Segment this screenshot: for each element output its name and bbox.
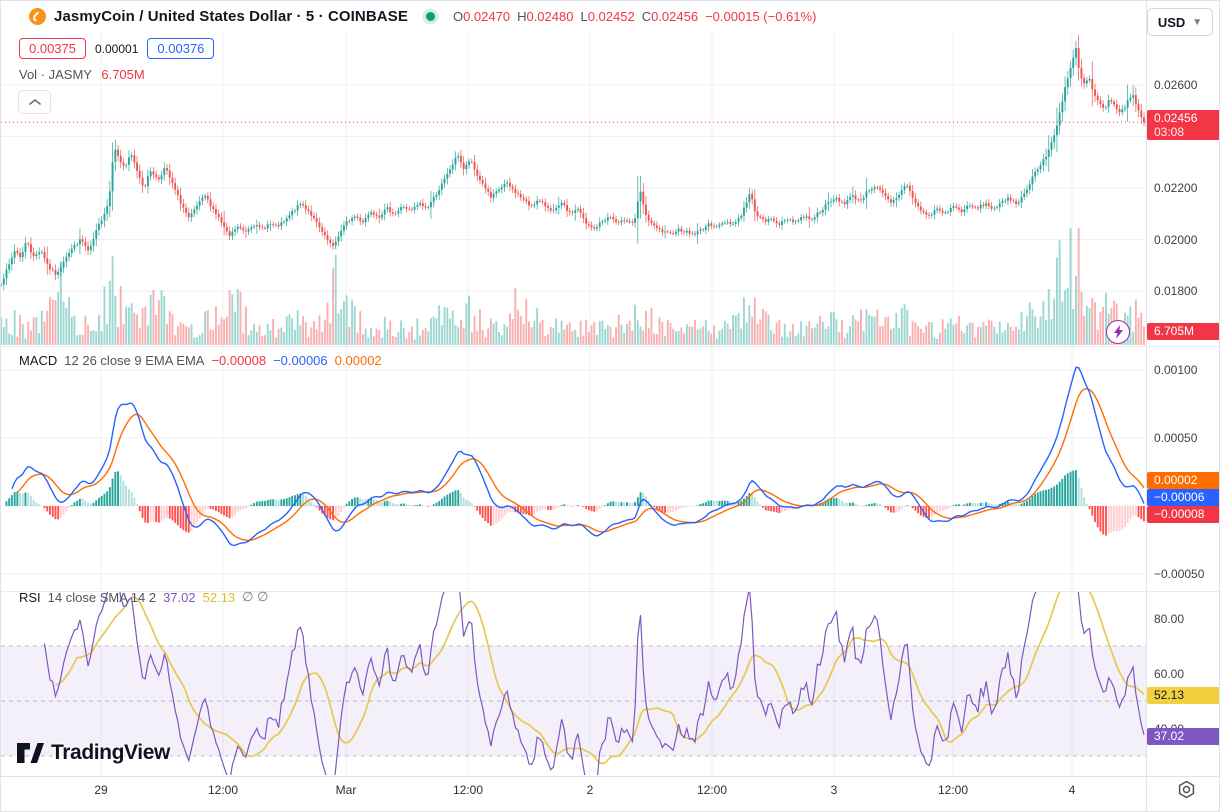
high-value: 0.02480 — [526, 9, 574, 24]
time-axis-settings-button[interactable] — [1177, 780, 1196, 804]
time-tick-label: 3 — [830, 783, 838, 797]
symbol-header: JasmyCoin / United States Dollar · 5 · C… — [29, 8, 816, 25]
rsi-line-badge: 37.02 — [1147, 728, 1219, 745]
macd-signal-badge: 0.00002 — [1147, 472, 1219, 489]
macd-tick-label: 0.00100 — [1154, 363, 1198, 377]
volume-series — [1, 228, 1145, 345]
price-tick-label: 0.01800 — [1154, 284, 1198, 298]
time-tick-label: Mar — [335, 783, 357, 797]
macd-hist-badge: −0.00008 — [1147, 506, 1219, 523]
chevron-up-icon — [28, 98, 41, 105]
last-price-badge-value: 0.02456 — [1154, 111, 1198, 125]
time-tick-label: 12:00 — [937, 783, 969, 797]
price-tick-label: 0.02600 — [1154, 78, 1198, 92]
macd-hist-value: −0.00008 — [211, 353, 267, 368]
rsi-tick-label: 60.00 — [1154, 666, 1185, 681]
time-tick-label: 12:00 — [207, 783, 239, 797]
time-tick-label: 12:00 — [452, 783, 484, 797]
macd-header: MACD 12 26 close 9 EMA EMA −0.00008 −0.0… — [19, 353, 382, 368]
macd-line-badge: −0.00006 — [1147, 489, 1219, 506]
rsi-params: 14 close SMA 14 2 — [47, 589, 157, 605]
tradingview-logo[interactable]: TradingView — [17, 741, 170, 765]
currency-label: USD — [1157, 14, 1186, 30]
macd-tick-label: −0.00050 — [1154, 567, 1205, 581]
close-value: 0.02456 — [651, 9, 699, 24]
tradingview-logo-text: TradingView — [51, 741, 170, 764]
time-tick-label: 29 — [94, 783, 108, 797]
volume-study-label: Vol · JASMY — [19, 67, 92, 82]
symbol-title[interactable]: JasmyCoin / United States Dollar · 5 · C… — [54, 8, 408, 25]
price-tick-label: 0.02200 — [1154, 181, 1198, 195]
time-tick-label: 4 — [1068, 783, 1076, 797]
tradingview-mark-icon — [17, 743, 44, 763]
currency-dropdown[interactable]: USD ▼ — [1147, 8, 1213, 36]
open-value: 0.02470 — [463, 9, 511, 24]
spread-value: 0.00001 — [95, 41, 139, 56]
time-axis[interactable] — [1, 776, 1219, 811]
flash-boost-icon[interactable] — [1106, 320, 1130, 344]
candlestick-series — [1, 35, 1145, 290]
pane-separator-rsi[interactable] — [1, 591, 1219, 592]
macd-tick-label: 0.00050 — [1154, 431, 1198, 445]
rsi-value: 37.02 — [163, 589, 196, 605]
low-value: 0.02452 — [587, 9, 635, 24]
macd-params: 12 26 close 9 EMA EMA — [64, 353, 205, 368]
change-value: −0.00015 (−0.61%) — [705, 9, 817, 24]
gridlines — [1, 31, 1146, 776]
time-tick-label: 2 — [586, 783, 594, 797]
axis-divider — [1146, 1, 1147, 811]
last-price-badge: 0.02456 03:08 — [1147, 110, 1219, 140]
chart-canvas[interactable] — [1, 1, 1220, 776]
chevron-down-icon: ▼ — [1192, 16, 1203, 28]
gear-icon — [1178, 780, 1195, 799]
price-tick-label: 0.02000 — [1154, 232, 1198, 247]
bid-price-box[interactable]: 0.00375 — [19, 38, 86, 59]
quote-row: 0.00375 0.00001 0.00376 — [19, 38, 215, 59]
time-tick-label: 12:00 — [696, 783, 728, 797]
macd-signal-value: 0.00002 — [334, 353, 382, 368]
rsi-header: RSI 14 close SMA 14 2 37.02 52.13 ∅ ∅ — [19, 589, 268, 605]
rsi-sma-value: 52.13 — [202, 589, 236, 605]
ask-price-box[interactable]: 0.00376 — [147, 38, 215, 59]
pane-separator-macd[interactable] — [1, 346, 1219, 347]
macd-title[interactable]: MACD — [19, 353, 58, 368]
last-price-badge-time: 03:08 — [1154, 125, 1185, 139]
rsi-off-values: ∅ ∅ — [242, 589, 269, 604]
collapse-panel-button[interactable] — [18, 90, 51, 114]
rsi-tick-label: 80.00 — [1154, 611, 1185, 626]
market-open-indicator — [425, 12, 435, 21]
macd-line-value: −0.00006 — [273, 353, 328, 368]
ohlc-values: O0.02470 H0.02480 L0.02452 C0.02456 −0.0… — [452, 9, 817, 24]
volume-study-value: 6.705M — [101, 67, 145, 82]
rsi-title[interactable]: RSI — [19, 589, 41, 605]
jasmy-coin-icon — [29, 8, 46, 25]
volume-study-header: Vol · JASMY 6.705M — [19, 67, 145, 82]
volume-badge: 6.705M — [1147, 323, 1219, 340]
rsi-series — [1, 592, 1146, 775]
rsi-sma-badge: 52.13 — [1147, 687, 1219, 704]
macd-series — [5, 366, 1145, 547]
